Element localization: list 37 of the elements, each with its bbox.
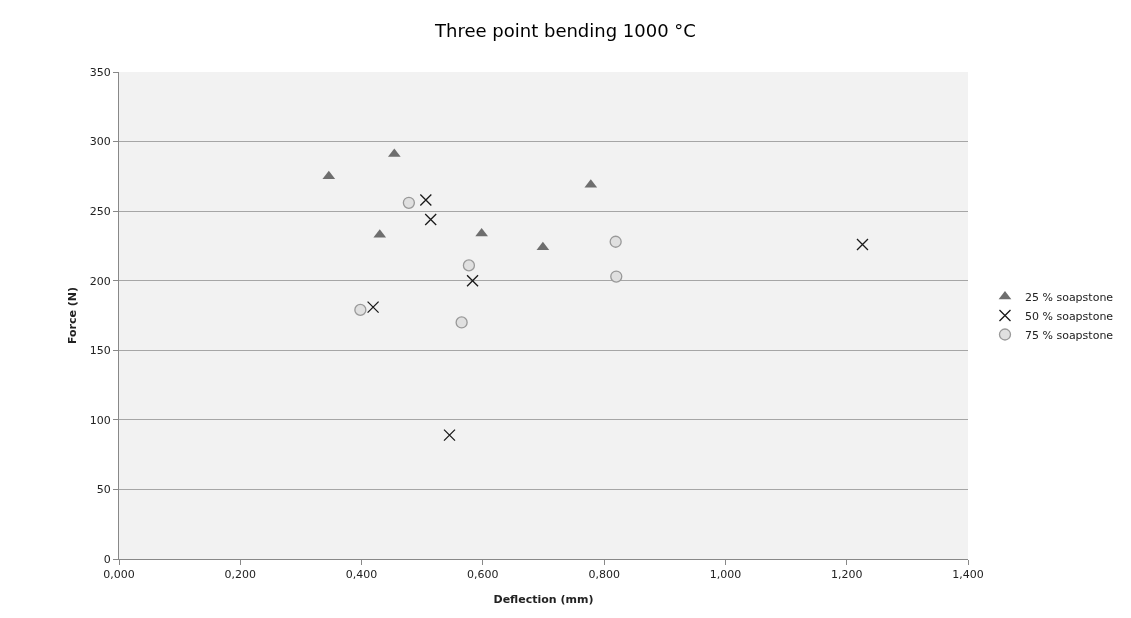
chart-title: Three point bending 1000 °C — [434, 20, 696, 42]
legend-label: 75 % soapstone — [1024, 328, 1114, 342]
legend-label: 50 % soapstone — [1024, 309, 1114, 323]
y-tick-label: 150 — [89, 344, 111, 358]
point — [462, 259, 476, 272]
point — [475, 227, 488, 237]
y-tick-label: 200 — [89, 274, 111, 288]
y-tick-label: 50 — [96, 483, 111, 497]
y-tick-label: 250 — [89, 204, 111, 218]
y-tick-label: 300 — [89, 135, 111, 149]
point — [419, 193, 432, 207]
point — [610, 270, 623, 283]
point — [536, 241, 550, 251]
point — [609, 235, 622, 248]
x-tick-label: 0,200 — [224, 568, 257, 582]
x-tick-label: 1,000 — [709, 568, 742, 582]
x-tick-label: 0,400 — [345, 568, 378, 582]
point — [424, 213, 437, 226]
point — [366, 301, 380, 314]
point — [322, 170, 336, 180]
x-tick-label: 0,800 — [588, 568, 620, 582]
y-tick-label: 350 — [89, 65, 111, 79]
y-axis-title: Force (N) — [66, 286, 80, 345]
point — [402, 196, 416, 209]
x-tick-label: 1,200 — [830, 568, 863, 582]
point — [455, 316, 468, 329]
point — [466, 274, 479, 287]
x-tick-label: 0,000 — [103, 568, 135, 582]
point — [354, 303, 367, 317]
y-tick-label: 100 — [89, 413, 111, 427]
y-tick-label: 0 — [103, 552, 111, 566]
x-tick-label: 0,600 — [467, 568, 499, 582]
point — [443, 429, 456, 442]
legend-label: 25 % soapstone — [1024, 290, 1114, 304]
point — [856, 238, 869, 251]
x-axis-title: Deflection (mm) — [493, 593, 594, 607]
x-tick-label: 1,400 — [952, 568, 984, 582]
